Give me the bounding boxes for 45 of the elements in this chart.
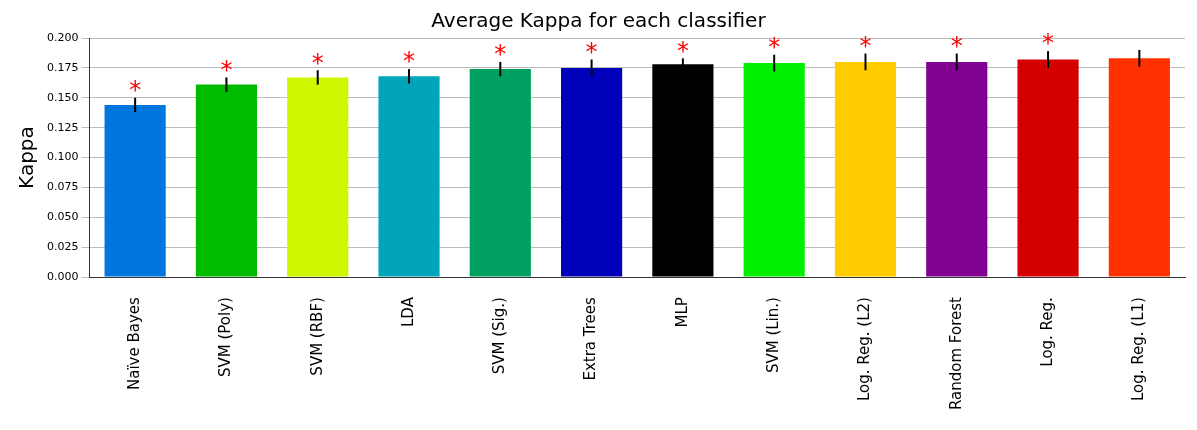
- annotation: *: [768, 32, 781, 61]
- x-tick-label: SVM (RBF): [307, 297, 326, 376]
- y-tick-label: 0.150: [46, 90, 79, 104]
- y-tick-label: 0.025: [46, 240, 79, 254]
- bar: [469, 69, 531, 277]
- bar: [1017, 59, 1079, 277]
- annotation: *: [585, 37, 598, 66]
- annotation: *: [1042, 29, 1055, 58]
- y-tick-label: 0.200: [46, 30, 79, 44]
- x-tick-label: Extra Trees: [581, 296, 600, 381]
- x-tick-label: SVM (Poly): [216, 297, 235, 378]
- annotation: *: [220, 55, 233, 84]
- x-tick-label: Random Forest: [946, 296, 965, 410]
- bar: [561, 67, 623, 277]
- x-tick-label: Log. Reg. (L1): [1129, 297, 1148, 402]
- bar: [926, 61, 988, 277]
- y-tick-label: 0.175: [46, 60, 79, 74]
- annotation: *: [129, 76, 142, 105]
- annotation: *: [403, 47, 416, 76]
- annotation: *: [859, 31, 872, 60]
- annotation: *: [494, 40, 507, 69]
- annotation: *: [950, 31, 963, 60]
- y-tick-label: 0.075: [46, 180, 79, 194]
- x-tick-label: Log. Reg. (L2): [855, 297, 874, 402]
- annotation: *: [311, 48, 324, 77]
- y-tick-label: 0.100: [46, 150, 79, 164]
- y-tick-label: 0.050: [46, 210, 79, 224]
- x-tick-label: SVM (Sig.): [490, 297, 509, 375]
- bar: [834, 61, 897, 277]
- x-tick-label: Log. Reg.: [1037, 297, 1056, 367]
- bar: [743, 63, 805, 277]
- bar: [104, 104, 166, 277]
- y-axis-title: Kappa: [14, 126, 39, 189]
- bar: [1108, 58, 1170, 277]
- bar: [378, 76, 440, 277]
- y-tick-label: 0.125: [46, 120, 79, 134]
- annotation: *: [676, 36, 689, 65]
- chart-title: Average Kappa for each classifier: [431, 8, 767, 33]
- bar: [195, 84, 258, 277]
- x-tick-label: MLP: [672, 297, 691, 328]
- x-tick-label: Naïve Bayes: [125, 296, 144, 390]
- y-tick-label: 0.000: [46, 269, 79, 283]
- x-tick-label: SVM (Lin.): [764, 297, 783, 374]
- bar: [287, 77, 349, 277]
- x-tick-label: LDA: [398, 296, 417, 327]
